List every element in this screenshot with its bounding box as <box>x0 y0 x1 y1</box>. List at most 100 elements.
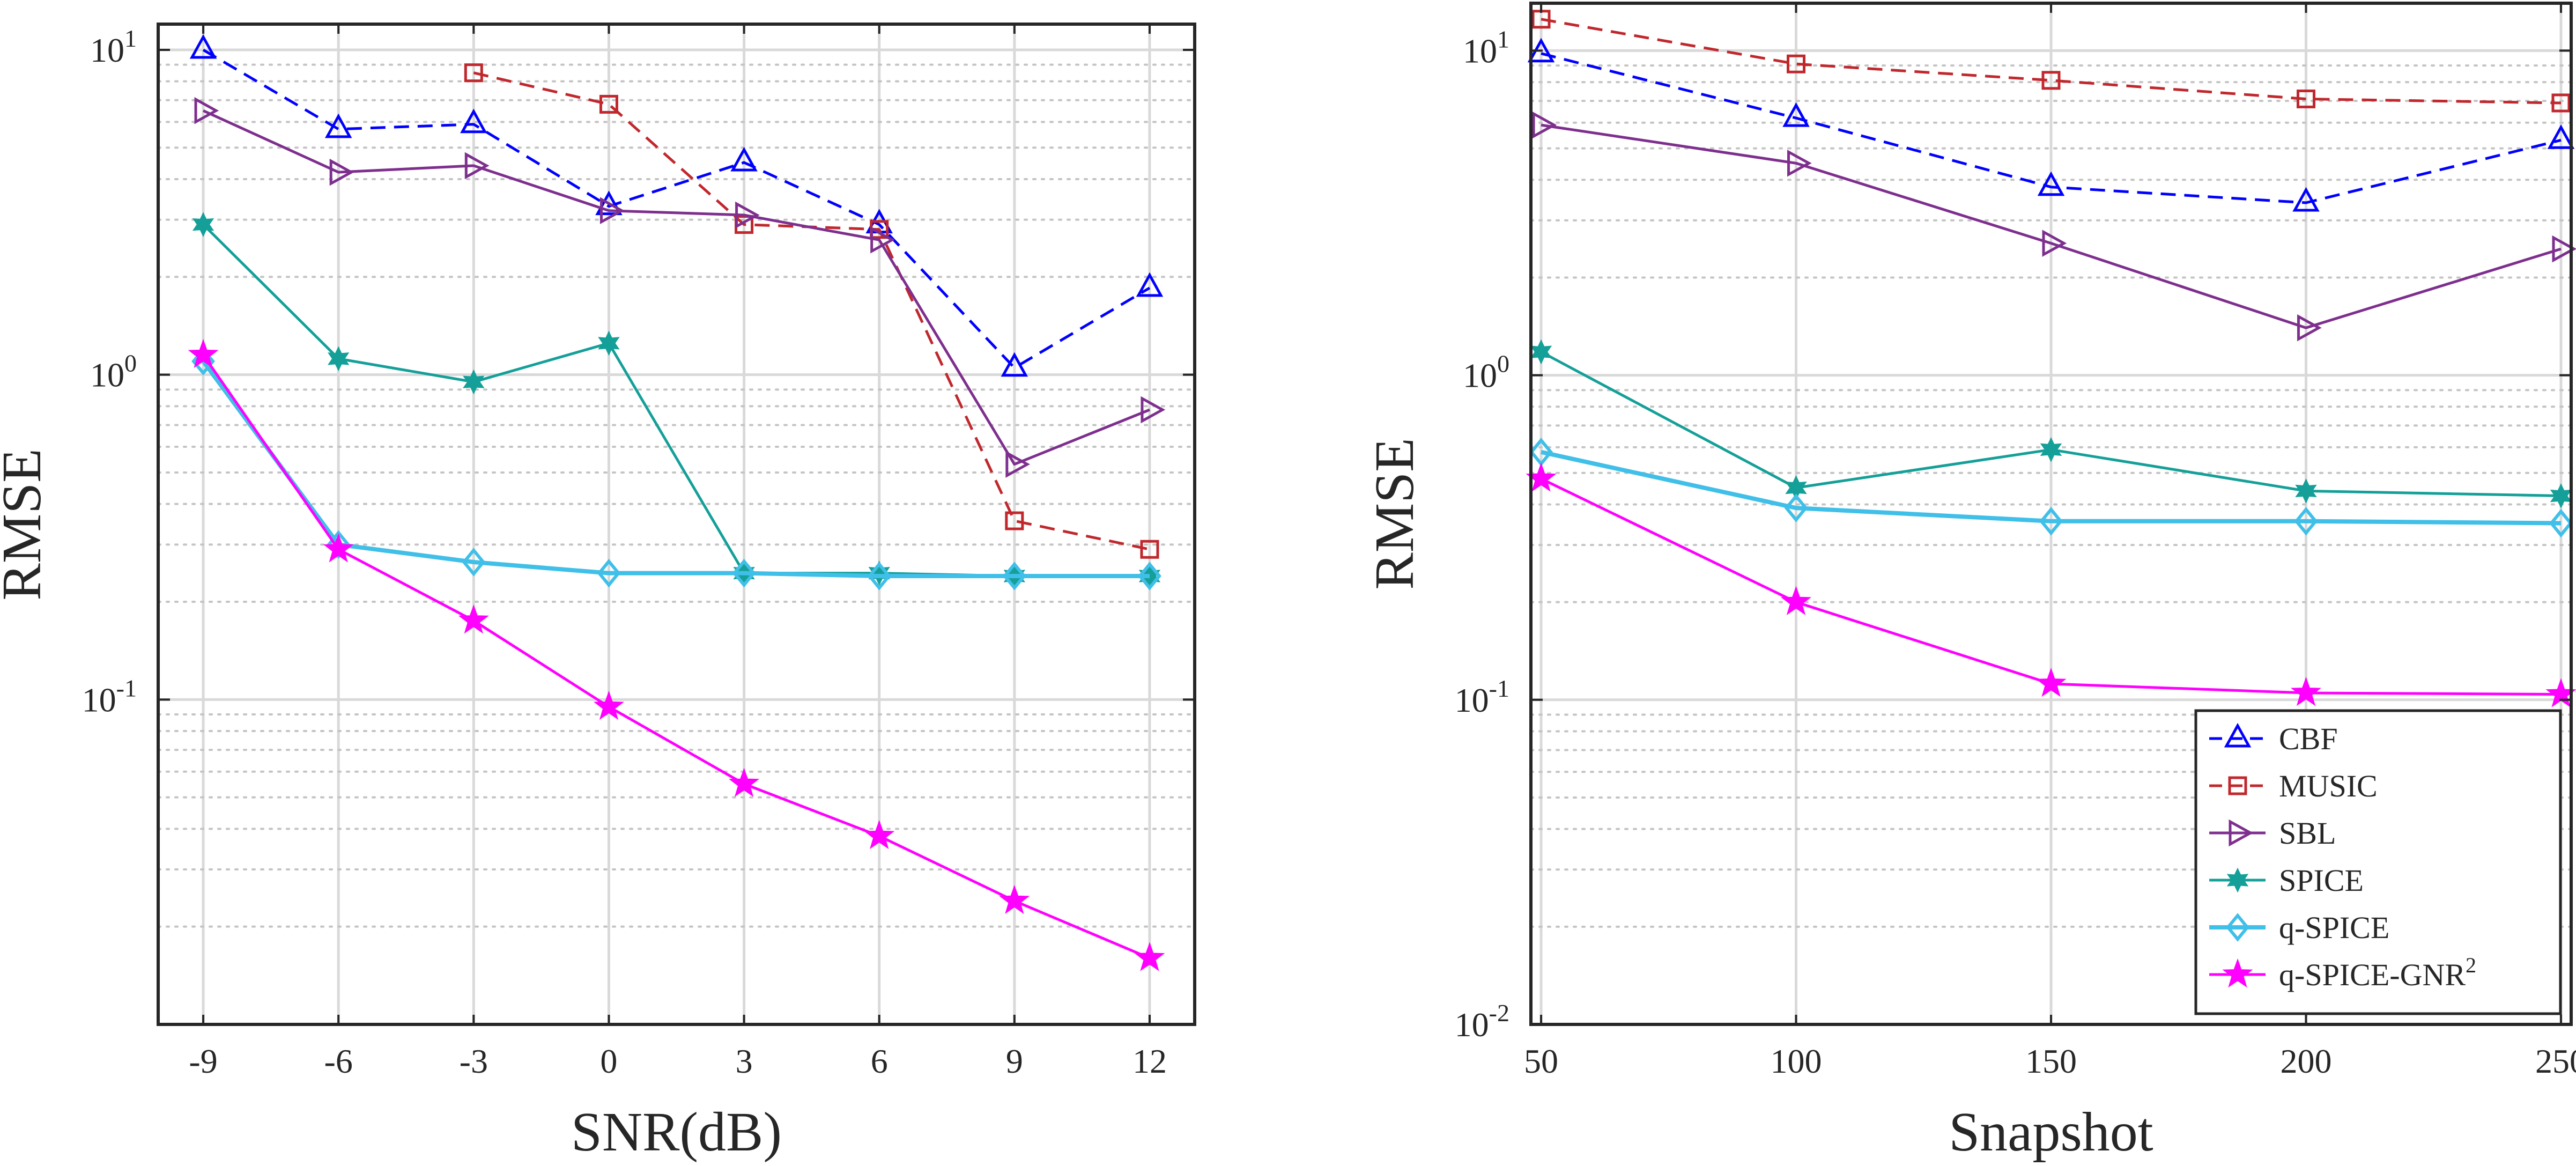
snr-x-axis-title: SNR(dB) <box>571 1101 782 1163</box>
data-point <box>595 190 623 216</box>
y-tick-label: 101 <box>1463 25 1509 70</box>
data-point <box>2041 71 2061 90</box>
legend-marker <box>2222 958 2253 988</box>
x-tick-label: 9 <box>1006 1042 1023 1080</box>
legend-label: q-SPICE <box>2279 910 2389 945</box>
snr-plot-area <box>158 24 1195 1024</box>
x-tick-label: 6 <box>871 1042 888 1080</box>
data-point <box>460 108 487 134</box>
data-point <box>2549 508 2573 538</box>
data-point <box>1784 493 1808 522</box>
legend-marker <box>2229 819 2254 847</box>
data-point <box>188 338 219 368</box>
y-tick-label: 100 <box>90 350 137 394</box>
snr-panel: -9 -6 -3 0 3 6 9 12 101 100 10-1 SNR(dB) RMSE <box>0 23 1196 1163</box>
data-point <box>462 548 486 577</box>
x-tick-label: 150 <box>2025 1042 2077 1080</box>
legend-marker <box>2226 867 2249 893</box>
data-point <box>329 158 354 186</box>
legend-entry: SPICE <box>2209 863 2364 898</box>
series-line <box>1541 123 2562 329</box>
data-point <box>463 369 485 395</box>
data-point <box>194 97 219 124</box>
legend-entry: q-SPICE <box>2209 910 2389 945</box>
x-tick-label: 250 <box>2535 1042 2576 1080</box>
data-point <box>2035 668 2067 697</box>
x-tick-label: 50 <box>1524 1042 1558 1080</box>
data-point <box>324 113 352 138</box>
data-point <box>327 346 350 372</box>
x-tick-label: -9 <box>189 1042 217 1080</box>
data-point <box>1005 511 1024 530</box>
series-line <box>1541 52 2562 204</box>
data-point <box>458 604 489 634</box>
data-point <box>2037 171 2065 196</box>
series-sbl <box>1532 111 2576 342</box>
data-point <box>597 558 621 588</box>
data-point <box>2039 507 2063 536</box>
data-point <box>2040 437 2062 462</box>
series-music <box>1531 10 2571 113</box>
x-tick-label: -3 <box>460 1042 488 1080</box>
legend-label: MUSIC <box>2279 769 2378 803</box>
data-point <box>870 226 895 254</box>
legend: CBF MUSIC SBL SPICE q-SPICE q-SPICE-GNR2 <box>2194 709 2562 1015</box>
x-tick-label: 100 <box>1771 1042 1822 1080</box>
data-point <box>598 330 620 356</box>
data-point <box>2296 89 2315 108</box>
snapshot-panel: 50 100 150 200 250 101 100 10-1 10-2 Snapshot RMSE… <box>1364 2 2576 1163</box>
data-point <box>1787 54 1806 73</box>
series-q-spice-gnr2 <box>1526 462 2576 707</box>
x-tick-label: 3 <box>736 1042 753 1080</box>
snr-axes-frame <box>157 23 1196 1026</box>
data-point <box>2551 93 2571 113</box>
legend-label: CBF <box>2279 721 2338 756</box>
data-point <box>2295 478 2317 504</box>
data-point <box>868 560 890 586</box>
legend-label: SPICE <box>2279 863 2364 898</box>
series-cbf <box>1527 38 2575 212</box>
series-line <box>1541 18 2562 105</box>
data-point <box>192 212 214 237</box>
data-point <box>732 558 756 588</box>
data-point <box>1532 111 1557 139</box>
data-point <box>1782 102 1810 127</box>
data-point <box>2290 677 2322 706</box>
legend-entry: q-SPICE-GNR2 <box>2209 953 2476 992</box>
legend-entry: CBF <box>2209 721 2338 756</box>
data-point <box>1002 562 1026 591</box>
legend-entry: MUSIC <box>2209 769 2378 803</box>
data-point <box>1134 942 1165 971</box>
data-point <box>2547 124 2575 149</box>
legend-marker <box>2228 776 2247 795</box>
snapshot-y-axis-title: RMSE <box>1364 438 1425 589</box>
y-tick-label: 101 <box>90 25 137 69</box>
data-point <box>1780 586 1812 615</box>
x-tick-label: 0 <box>600 1042 617 1080</box>
data-point <box>729 768 760 797</box>
x-tick-label: -6 <box>324 1042 353 1080</box>
x-tick-label: 200 <box>2280 1042 2331 1080</box>
data-point <box>2042 230 2067 257</box>
series-line <box>1541 449 2562 526</box>
data-point <box>599 197 625 224</box>
series-line <box>201 360 1150 578</box>
data-point <box>599 94 618 114</box>
data-point <box>1001 352 1028 377</box>
data-point <box>1140 540 1159 559</box>
data-point <box>999 884 1030 914</box>
x-tick-label: 12 <box>1132 1042 1167 1080</box>
data-point <box>464 152 490 180</box>
legend-label: q-SPICE-GNR2 <box>2279 953 2476 992</box>
data-point <box>1787 150 1812 177</box>
data-point <box>1138 562 1161 591</box>
data-point <box>864 820 895 850</box>
series-line <box>202 48 1151 370</box>
data-point <box>1005 451 1030 478</box>
data-point <box>2552 235 2576 263</box>
data-point <box>189 34 217 59</box>
data-point <box>2297 314 2322 342</box>
series-sbl <box>194 97 1166 478</box>
data-point <box>464 63 483 83</box>
